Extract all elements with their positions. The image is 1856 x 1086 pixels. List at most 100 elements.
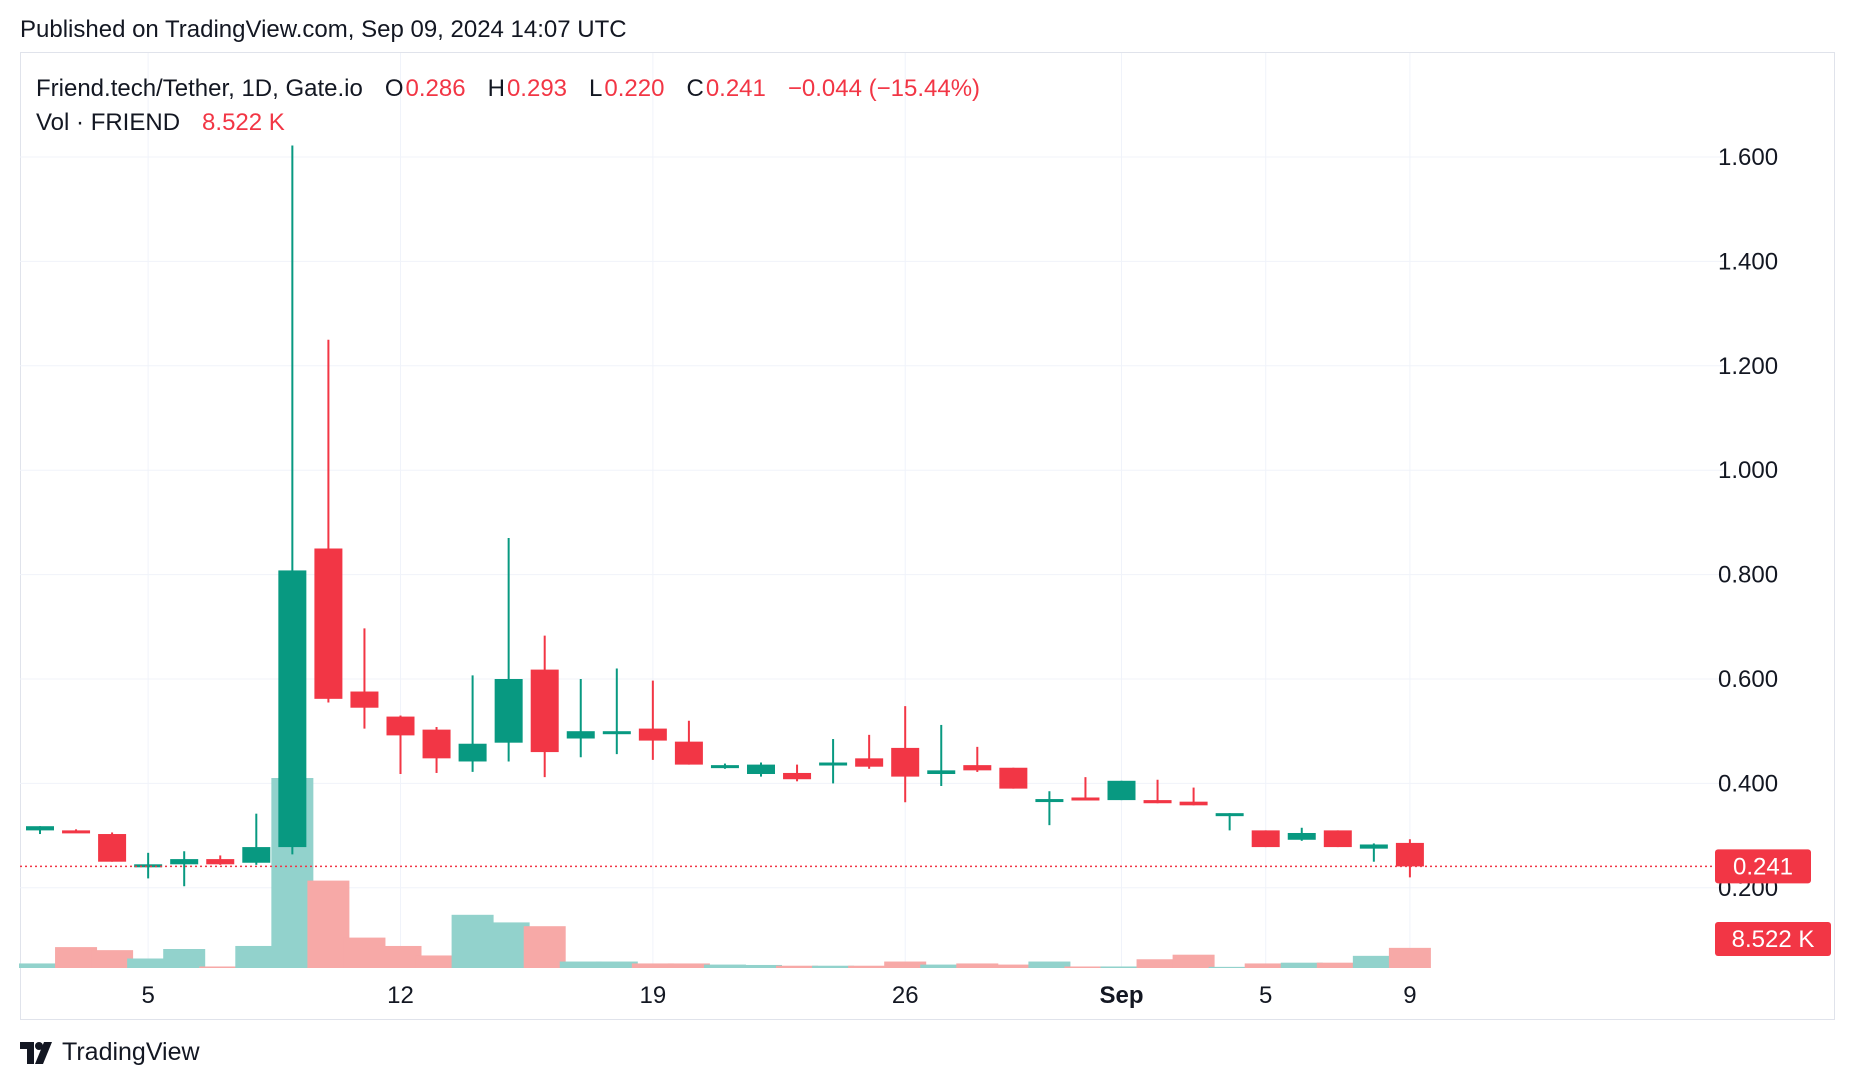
volume-bar: [1316, 962, 1359, 968]
candle-body: [458, 743, 487, 762]
chart-legend: Friend.tech/Tether, 1D, Gate.io O0.286 H…: [36, 72, 982, 140]
volume-bar: [451, 914, 494, 968]
symbol-label[interactable]: Friend.tech/Tether, 1D, Gate.io: [36, 75, 363, 102]
x-tick-label: Sep: [1099, 982, 1143, 1009]
volume-bar: [1028, 961, 1071, 968]
open-label: O: [384, 75, 404, 102]
volume-bar: [812, 965, 855, 968]
close-value: 0.241: [705, 75, 766, 102]
volume-bar: [487, 922, 530, 968]
x-tick-label: 12: [387, 982, 414, 1009]
volume-bar: [1100, 966, 1143, 968]
candle-body: [314, 548, 343, 699]
tradingview-brand[interactable]: TradingView: [20, 1038, 200, 1067]
volume-bar: [235, 945, 278, 968]
x-tick-label: 19: [639, 982, 666, 1009]
volume-bar: [559, 961, 602, 968]
candle-body: [386, 716, 415, 736]
volume-bar: [343, 937, 386, 968]
volume-bar: [1388, 947, 1431, 968]
candle-body: [1071, 797, 1100, 801]
published-caption: Published on TradingView.com, Sep 09, 20…: [20, 16, 627, 43]
candle-body: [206, 859, 235, 865]
volume-bar: [992, 964, 1035, 968]
y-tick-label: 1.000: [1718, 457, 1778, 484]
y-tick-label: 0.400: [1718, 770, 1778, 797]
change-value: −0.044 (−15.44%): [787, 75, 981, 102]
tradingview-logo-icon: [20, 1041, 52, 1064]
low-label: L: [589, 75, 603, 102]
y-tick-label: 1.600: [1718, 144, 1778, 171]
candle-body: [278, 570, 307, 848]
candle-body: [819, 762, 848, 766]
volume-bar: [1064, 966, 1107, 968]
volume-bar: [848, 965, 891, 968]
candle-body: [638, 728, 667, 741]
candle-body: [134, 864, 163, 868]
x-tick-label: 26: [892, 982, 919, 1009]
high-label: H: [487, 75, 505, 102]
candle-body: [350, 691, 379, 708]
candle-body: [1395, 842, 1424, 867]
volume-row: Vol · FRIEND 8.522 K: [36, 106, 982, 140]
volume-bar: [1136, 959, 1179, 968]
volume-bar: [740, 964, 782, 968]
candle-body: [1251, 830, 1280, 848]
high-value: 0.293: [506, 75, 568, 102]
candle-body: [26, 826, 54, 831]
candle-body: [927, 770, 956, 775]
volume-bar: [1172, 954, 1215, 968]
brand-name: TradingView: [62, 1038, 200, 1066]
volume-bar: [1208, 966, 1251, 968]
volume-bar: [91, 950, 134, 968]
y-tick-label: 0.800: [1718, 562, 1778, 589]
candle-body: [1143, 800, 1172, 804]
price-badge-label: 0.241: [1733, 853, 1793, 880]
candle-body: [891, 747, 920, 777]
close-label: C: [686, 75, 704, 102]
ohlc-row: Friend.tech/Tether, 1D, Gate.io O0.286 H…: [36, 72, 982, 106]
volume-badge: [1715, 922, 1831, 956]
candle-body: [710, 765, 739, 769]
y-tick-label: 1.200: [1718, 353, 1778, 380]
volume-bar: [1352, 955, 1395, 968]
candle-body: [422, 729, 451, 759]
volume-bar: [379, 945, 422, 968]
volume-bar: [920, 964, 963, 968]
volume-bar: [1280, 962, 1323, 968]
candle-body: [1215, 813, 1244, 817]
candle-body: [602, 731, 631, 735]
volume-bar: [163, 949, 206, 968]
y-tick-label: 1.400: [1718, 248, 1778, 275]
volume-bar: [884, 961, 927, 968]
volume-bar: [956, 963, 999, 968]
candle-body: [1035, 799, 1064, 803]
candle-body: [1287, 832, 1316, 840]
price-badge: [1715, 849, 1811, 884]
volume-label[interactable]: Vol · FRIEND: [36, 109, 181, 136]
candle-body: [170, 859, 199, 865]
low-value: 0.220: [604, 75, 665, 102]
volume-bar: [631, 963, 674, 968]
volume-badge-label: 8.522 K: [1732, 926, 1815, 953]
candle-body: [1359, 844, 1388, 849]
y-tick-label: 0.600: [1718, 666, 1778, 693]
candle-body: [674, 741, 703, 765]
candle-body: [494, 679, 523, 743]
volume-bar: [523, 926, 566, 968]
candle-body: [963, 765, 992, 771]
candle-body: [783, 772, 812, 780]
volume-value: 8.522 K: [202, 109, 285, 136]
volume-bar: [595, 961, 638, 968]
candle-body: [566, 731, 595, 739]
candle-body: [855, 758, 884, 767]
candle-body: [98, 834, 127, 862]
candle-body: [999, 767, 1028, 789]
candle-body: [242, 847, 271, 863]
volume-bar: [667, 963, 710, 968]
volume-bar: [19, 963, 61, 968]
chart-frame: [20, 52, 1835, 1020]
volume-bar: [199, 966, 242, 968]
candle-body: [1323, 830, 1352, 848]
